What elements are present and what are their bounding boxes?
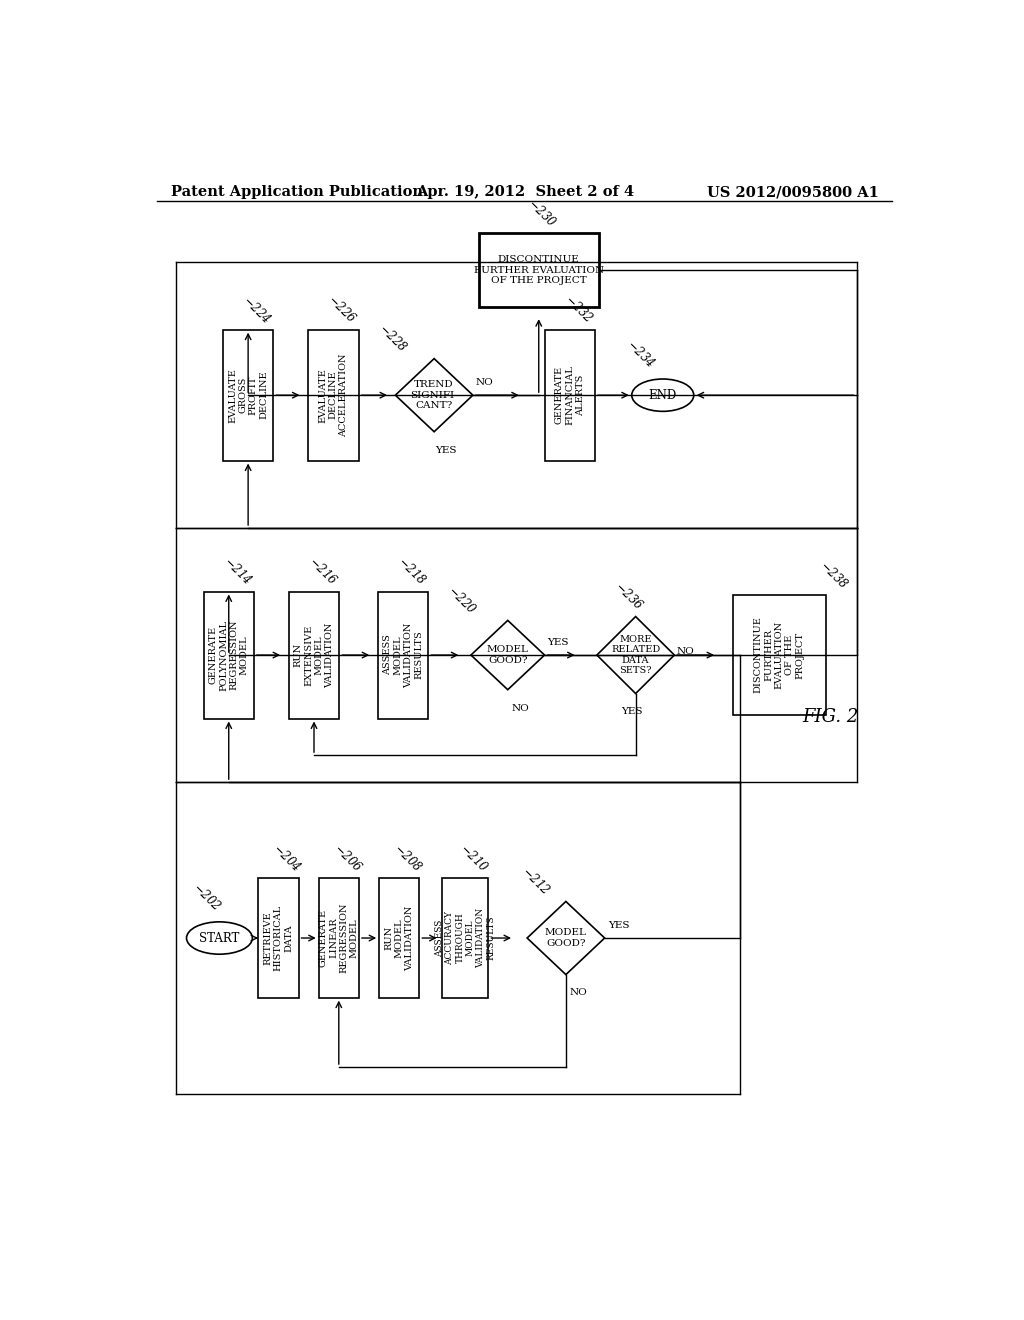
Text: $-$228: $-$228 xyxy=(376,321,410,355)
Ellipse shape xyxy=(186,921,252,954)
Bar xyxy=(545,330,595,461)
Text: $-$218: $-$218 xyxy=(395,554,429,587)
Text: TREND
SIGNIFI-
CANT?: TREND SIGNIFI- CANT? xyxy=(411,380,458,411)
Text: MODEL
GOOD?: MODEL GOOD? xyxy=(545,928,587,948)
Text: FIG. 2: FIG. 2 xyxy=(802,708,859,726)
Text: ASSESS
MODEL
VALIDATION
RESULTS: ASSESS MODEL VALIDATION RESULTS xyxy=(383,622,423,688)
Text: $-$208: $-$208 xyxy=(391,841,425,875)
Text: NO: NO xyxy=(512,704,529,713)
Text: $-$236: $-$236 xyxy=(612,579,646,612)
Text: YES: YES xyxy=(621,708,642,717)
Ellipse shape xyxy=(632,379,693,412)
Bar xyxy=(289,591,339,718)
Text: YES: YES xyxy=(435,446,457,454)
Text: Apr. 19, 2012  Sheet 2 of 4: Apr. 19, 2012 Sheet 2 of 4 xyxy=(416,185,634,199)
Text: START: START xyxy=(200,932,240,945)
Polygon shape xyxy=(597,616,675,693)
Text: $-$226: $-$226 xyxy=(326,292,359,326)
Text: EVALUATE
GROSS
PROFIT
DECLINE: EVALUATE GROSS PROFIT DECLINE xyxy=(228,368,268,422)
Bar xyxy=(223,330,273,461)
Text: RUN
EXTENSIVE
MODEL
VALIDATION: RUN EXTENSIVE MODEL VALIDATION xyxy=(294,622,334,688)
Text: END: END xyxy=(648,388,677,401)
Text: $-$232: $-$232 xyxy=(562,292,596,326)
Text: YES: YES xyxy=(547,639,568,647)
Text: DISCONTINUE
FURTHER EVALUATION
OF THE PROJECT: DISCONTINUE FURTHER EVALUATION OF THE PR… xyxy=(474,255,604,285)
Bar xyxy=(204,591,254,718)
Text: $-$234: $-$234 xyxy=(624,337,657,371)
Text: NO: NO xyxy=(475,379,493,388)
Text: $-$210: $-$210 xyxy=(458,841,492,875)
Bar xyxy=(258,878,299,998)
Bar xyxy=(378,591,428,718)
Bar xyxy=(379,878,420,998)
Text: $-$202: $-$202 xyxy=(190,879,223,913)
Bar xyxy=(318,878,359,998)
Text: US 2012/0095800 A1: US 2012/0095800 A1 xyxy=(708,185,879,199)
Text: EVALUATE
DECLINE
ACCELERATION: EVALUATE DECLINE ACCELERATION xyxy=(318,354,348,437)
Polygon shape xyxy=(527,902,604,974)
Text: $-$216: $-$216 xyxy=(306,554,340,587)
Text: $-$214: $-$214 xyxy=(221,554,255,587)
Text: NO: NO xyxy=(677,647,694,656)
Text: $-$220: $-$220 xyxy=(445,582,479,616)
Text: ASSESS
ACCURACY
THROUGH
MODEL
VALIDATION
RESULTS: ASSESS ACCURACY THROUGH MODEL VALIDATION… xyxy=(434,908,496,968)
Text: $-$230: $-$230 xyxy=(525,195,559,230)
Text: $-$206: $-$206 xyxy=(331,841,365,875)
Polygon shape xyxy=(471,620,545,689)
Text: $-$212: $-$212 xyxy=(519,863,553,898)
Text: RUN
MODEL
VALIDATION: RUN MODEL VALIDATION xyxy=(384,906,414,970)
Bar xyxy=(442,878,488,998)
Text: $-$224: $-$224 xyxy=(241,292,273,326)
Text: GENERATE
FINANCIAL
ALERTS: GENERATE FINANCIAL ALERTS xyxy=(555,366,585,425)
Text: YES: YES xyxy=(608,921,630,931)
Polygon shape xyxy=(395,359,473,432)
Bar xyxy=(478,234,599,306)
Text: $-$238: $-$238 xyxy=(818,558,851,591)
Bar xyxy=(732,595,825,714)
Text: NO: NO xyxy=(569,989,588,998)
Text: GENERATE
POLYNOMIAL
REGRESSION
MODEL: GENERATE POLYNOMIAL REGRESSION MODEL xyxy=(209,619,249,690)
Text: GENERATE
LINEAR
REGRESSION
MODEL: GENERATE LINEAR REGRESSION MODEL xyxy=(318,903,358,973)
Bar xyxy=(308,330,358,461)
Text: MORE
RELATED
DATA
SETS?: MORE RELATED DATA SETS? xyxy=(611,635,660,675)
Text: RETRIEVE
HISTORICAL
DATA: RETRIEVE HISTORICAL DATA xyxy=(263,906,293,972)
Text: MODEL
GOOD?: MODEL GOOD? xyxy=(486,645,528,665)
Text: DISCONTINUE
FURTHER
EVALUATION
OF THE
PROJECT: DISCONTINUE FURTHER EVALUATION OF THE PR… xyxy=(754,616,804,693)
Text: Patent Application Publication: Patent Application Publication xyxy=(171,185,423,199)
Text: $-$204: $-$204 xyxy=(270,841,304,875)
